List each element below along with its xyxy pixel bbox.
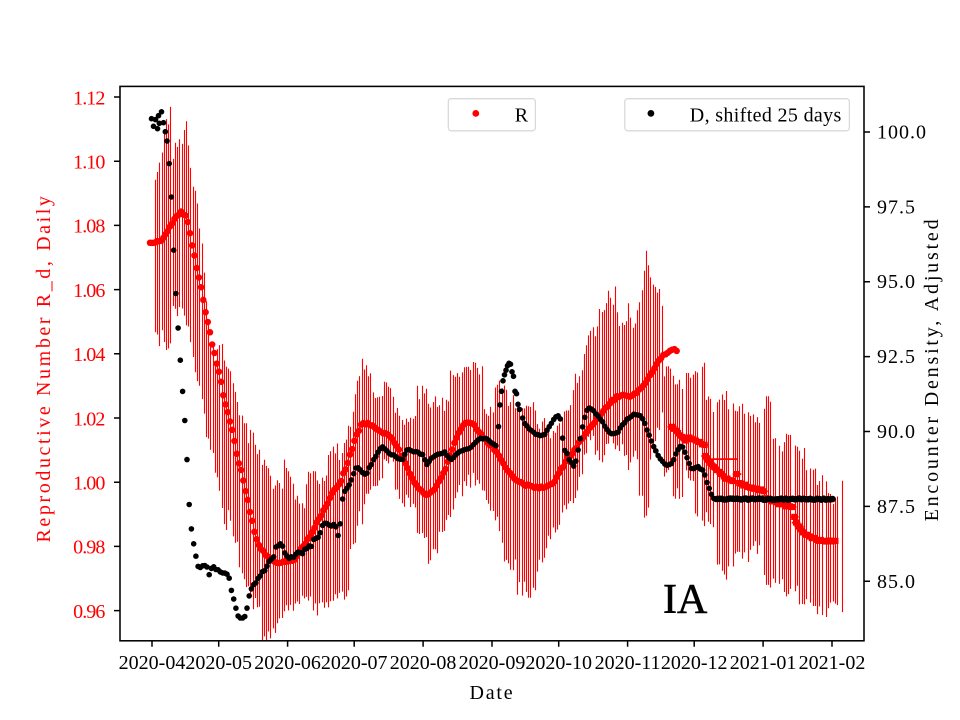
svg-text:1.02: 1.02 (73, 408, 104, 430)
svg-text:1.10: 1.10 (73, 152, 105, 174)
svg-text:2020-10: 2020-10 (525, 652, 592, 674)
svg-text:92.5: 92.5 (877, 346, 916, 368)
svg-text:D, shifted 25 days: D, shifted 25 days (690, 105, 842, 127)
svg-text:90.0: 90.0 (877, 421, 916, 443)
svg-text:1.04: 1.04 (73, 344, 105, 366)
svg-text:2020-08: 2020-08 (390, 652, 457, 674)
svg-text:87.5: 87.5 (877, 496, 916, 518)
svg-text:Reproductive Number R_d, Daily: Reproductive Number R_d, Daily (33, 193, 55, 542)
svg-text:2021-02: 2021-02 (799, 652, 866, 674)
svg-text:2020-04: 2020-04 (119, 652, 186, 674)
svg-text:2020-06: 2020-06 (254, 652, 321, 674)
svg-text:1.12: 1.12 (73, 87, 104, 109)
svg-text:85.0: 85.0 (877, 571, 916, 593)
svg-text:100.0: 100.0 (877, 122, 927, 144)
svg-text:2020-07: 2020-07 (321, 652, 388, 674)
svg-text:95.0: 95.0 (877, 271, 916, 293)
svg-text:R: R (515, 105, 529, 127)
svg-text:IA: IA (663, 577, 708, 623)
svg-text:0.96: 0.96 (73, 601, 105, 623)
svg-text:0.98: 0.98 (73, 537, 105, 559)
svg-text:2020-09: 2020-09 (459, 652, 526, 674)
svg-text:1.06: 1.06 (73, 280, 105, 302)
svg-text:Encounter Density, Adjusted: Encounter Density, Adjusted (921, 217, 943, 522)
svg-text:1.08: 1.08 (73, 216, 105, 238)
svg-text:97.5: 97.5 (877, 196, 916, 218)
svg-text:2020-12: 2020-12 (661, 652, 728, 674)
svg-text:1.00: 1.00 (73, 473, 105, 495)
svg-text:Date: Date (470, 682, 515, 704)
svg-text:2020-11: 2020-11 (595, 652, 661, 674)
svg-text:2020-05: 2020-05 (185, 652, 252, 674)
svg-text:2021-01: 2021-01 (730, 652, 797, 674)
